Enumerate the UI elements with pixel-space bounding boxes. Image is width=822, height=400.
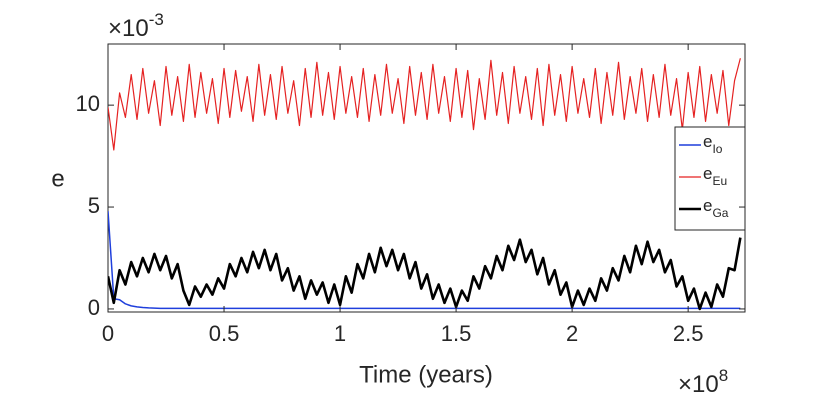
x-multiplier: ×108 <box>678 366 728 398</box>
legend-box <box>674 126 746 231</box>
series-line <box>108 58 741 151</box>
x-multiplier-base: ×10 <box>678 371 719 398</box>
legend-subscript: Ga <box>712 206 728 220</box>
x-axis-label: Time (years) <box>359 361 493 388</box>
series-line <box>108 237 742 311</box>
y-tick-label: 5 <box>88 193 100 218</box>
y-multiplier: ×10-3 <box>108 10 164 42</box>
legend-label: eGa <box>703 196 729 220</box>
x-tick-label: 1 <box>334 321 346 346</box>
plot-area <box>108 58 742 311</box>
x-tick-label: 0 <box>102 321 114 346</box>
y-axis-label: e <box>51 165 64 192</box>
y-tick-label: 10 <box>76 91 100 116</box>
x-tick-label: 1.5 <box>441 321 472 346</box>
legend-name: e <box>703 196 712 215</box>
x-tick-label: 0.5 <box>209 321 240 346</box>
y-multiplier-base: ×10 <box>108 15 149 42</box>
legend-label: eIo <box>703 132 723 156</box>
y-multiplier-exponent: -3 <box>149 10 164 29</box>
legend-label: eEu <box>703 164 727 188</box>
x-multiplier-exponent: 8 <box>719 366 728 385</box>
x-tick-label: 2 <box>566 321 578 346</box>
axes-box <box>107 43 746 313</box>
y-tick-label: 0 <box>88 295 100 320</box>
legend-subscript: Io <box>712 142 722 156</box>
series-line <box>108 211 741 310</box>
legend-name: e <box>703 164 712 183</box>
legend-subscript: Eu <box>712 174 727 188</box>
legend-name: e <box>703 132 712 151</box>
x-tick-label: 2.5 <box>673 321 704 346</box>
